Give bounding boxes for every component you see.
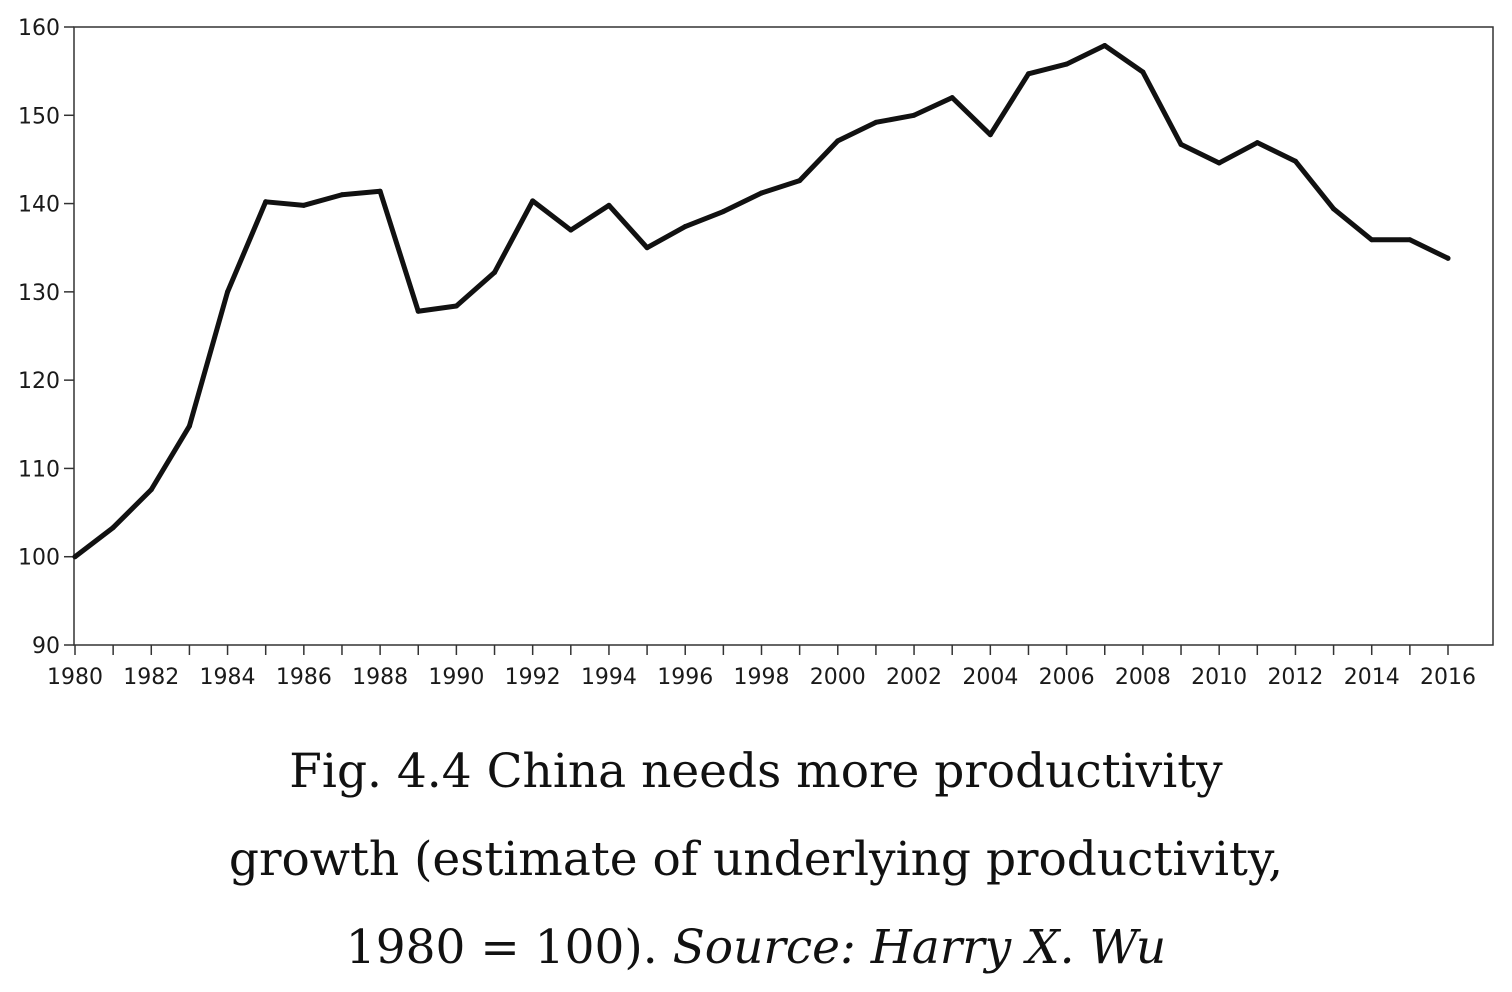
data-point	[1178, 141, 1184, 147]
productivity-line-chart: 90 100 110 120 130 140 150 160 1980 1982 1984 1986…	[18, 16, 1494, 690]
y-tick-label: 150	[18, 104, 60, 129]
data-point	[987, 132, 993, 138]
x-tick-label: 1990	[428, 665, 484, 690]
data-point	[72, 554, 78, 560]
x-tick-label: 1984	[200, 665, 256, 690]
data-point	[568, 227, 574, 233]
x-tick-label: 1998	[734, 665, 790, 690]
data-point	[759, 190, 764, 196]
x-tick-label: 2002	[886, 665, 942, 690]
y-tick-label: 120	[18, 369, 60, 394]
data-point	[911, 112, 917, 118]
x-tick-label: 1982	[123, 665, 179, 690]
data-point	[1140, 69, 1146, 75]
x-tick-label: 1996	[657, 665, 713, 690]
figure-caption: Fig. 4.4 China needs more productivity g…	[0, 728, 1512, 992]
data-point	[1216, 160, 1222, 166]
data-point	[453, 303, 459, 309]
x-tick-label: 2000	[810, 665, 866, 690]
data-point	[1254, 140, 1260, 146]
data-point	[1407, 237, 1413, 243]
data-point	[225, 289, 231, 295]
caption-line-3: 1980 = 100). Source: Harry X. Wu	[0, 904, 1512, 992]
data-point	[1445, 255, 1451, 261]
x-tick-label: 1994	[581, 665, 637, 690]
data-point	[797, 178, 803, 184]
data-point	[186, 423, 192, 429]
plot-frame	[73, 26, 1494, 646]
caption-line-2: growth (estimate of underlying productiv…	[228, 832, 1284, 887]
data-point	[1369, 237, 1375, 243]
productivity-series-line	[72, 43, 1451, 560]
x-tick-label: 2004	[962, 665, 1018, 690]
data-point	[263, 199, 269, 205]
y-axis: 90 100 110 120 130 140 150 160	[18, 16, 74, 659]
y-tick-label: 100	[18, 546, 60, 571]
y-tick-label: 110	[18, 457, 60, 482]
data-points	[72, 43, 1451, 560]
caption-source: Source: Harry X. Wu	[672, 920, 1167, 975]
data-point	[1331, 206, 1337, 212]
data-point	[301, 202, 307, 208]
data-point	[1102, 43, 1108, 49]
x-tick-label: 1986	[276, 665, 332, 690]
x-tick-label: 1980	[47, 665, 103, 690]
y-tick-label: 160	[18, 16, 60, 41]
data-point	[1292, 158, 1298, 164]
x-tick-label: 2016	[1420, 665, 1476, 690]
data-point	[644, 245, 650, 251]
y-tick-label: 130	[18, 281, 60, 306]
x-tick-label: 2010	[1191, 665, 1247, 690]
data-point	[110, 525, 116, 531]
y-tick-label: 90	[32, 634, 60, 659]
data-point	[682, 224, 688, 230]
data-point	[606, 202, 612, 208]
data-point	[835, 138, 841, 144]
x-tick-label: 2012	[1267, 665, 1323, 690]
x-tick-label: 2014	[1344, 665, 1400, 690]
data-point	[1064, 61, 1070, 67]
caption-line-3-text: 1980 = 100).	[345, 920, 673, 975]
x-tick-label: 2006	[1039, 665, 1095, 690]
x-axis: 1980 1982 1984 1986 1988 1990 1992 1994 1996 1998…	[47, 645, 1476, 690]
data-point	[530, 198, 536, 204]
data-point	[339, 192, 345, 198]
data-point	[148, 487, 154, 493]
data-point	[949, 95, 955, 101]
data-point	[1025, 71, 1031, 77]
y-tick-label: 140	[18, 193, 60, 218]
caption-line-1: Fig. 4.4 China needs more productivity	[289, 744, 1223, 799]
data-point	[415, 308, 421, 314]
x-tick-label: 1992	[505, 665, 561, 690]
data-point	[720, 209, 726, 215]
x-tick-label: 1988	[352, 665, 408, 690]
data-point	[492, 269, 498, 275]
data-point	[377, 188, 383, 194]
x-tick-label: 2008	[1115, 665, 1171, 690]
data-point	[873, 119, 879, 125]
